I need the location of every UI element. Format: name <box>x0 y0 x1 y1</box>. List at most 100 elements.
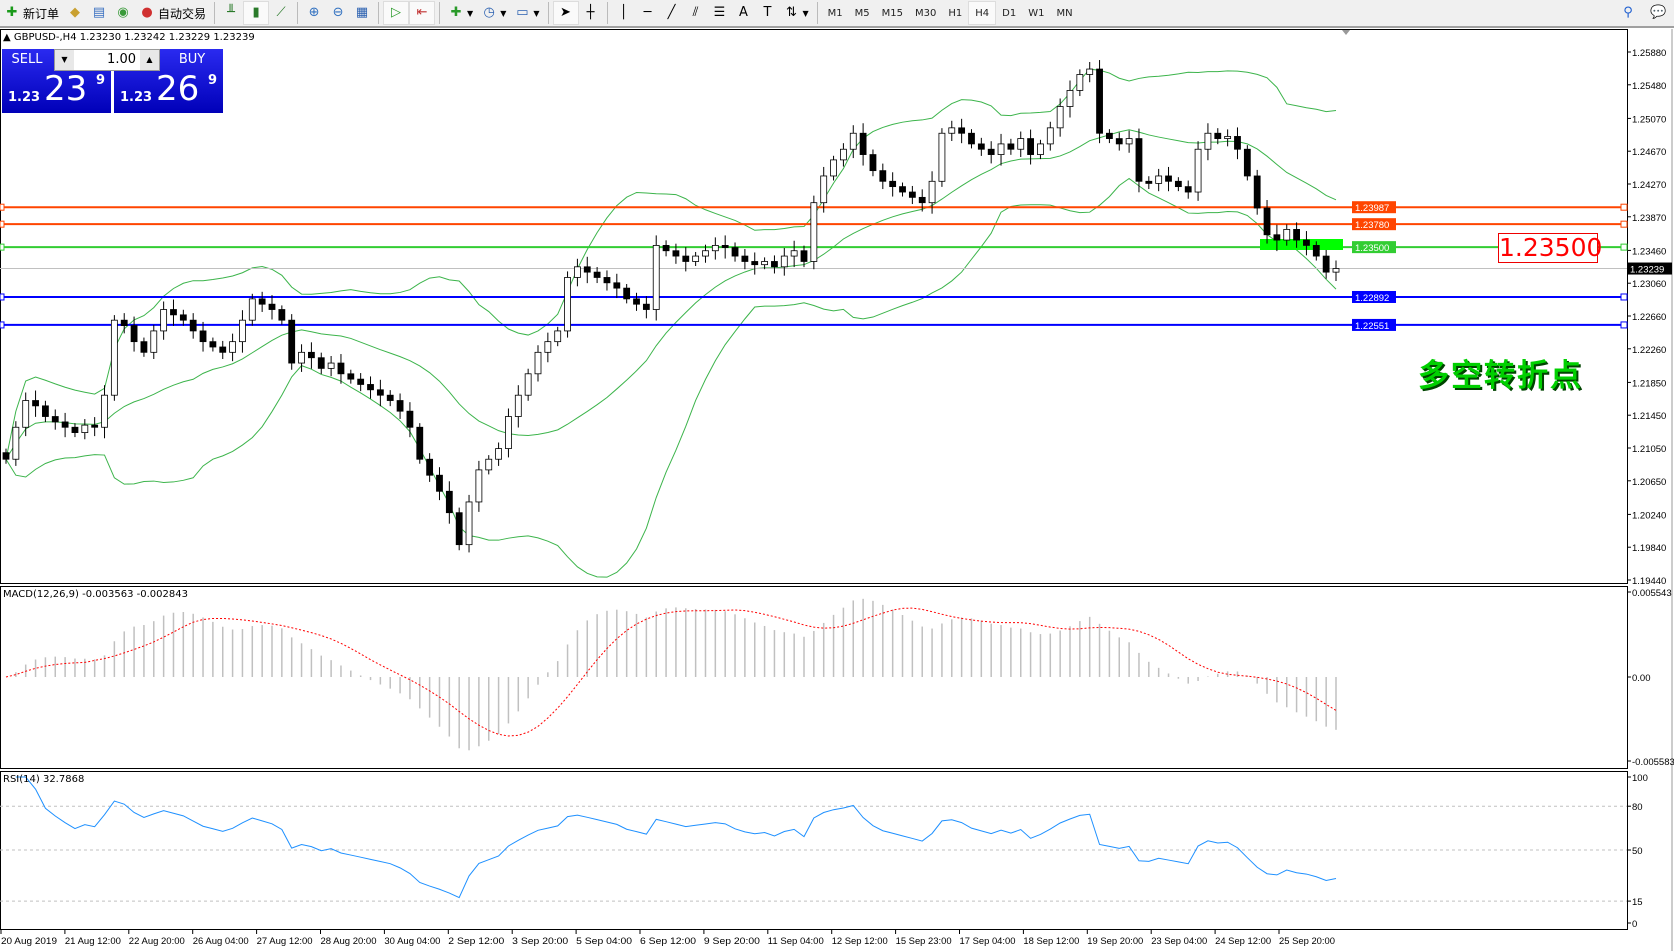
candle <box>1155 175 1163 184</box>
candle <box>968 132 975 145</box>
annotation-text[interactable]: 多空转折点 <box>1418 358 1583 394</box>
zoom-out-button[interactable]: ⊖ <box>326 1 350 25</box>
text-button[interactable]: A <box>732 1 756 25</box>
text-icon: A <box>739 5 748 20</box>
lot-decrease-button[interactable]: ▼ <box>55 50 74 70</box>
candle <box>219 346 227 353</box>
line-handle <box>0 220 5 228</box>
chart-shift-marker-icon <box>1342 30 1350 35</box>
fibonacci-button[interactable]: ☰ <box>708 1 732 25</box>
timeframe-d1[interactable]: D1 <box>1002 7 1017 19</box>
timeframe-m15[interactable]: M15 <box>881 7 904 19</box>
rsi-title: RSI(14) 32.7868 <box>3 774 85 785</box>
dropdown-arrow-icon: ▼ <box>467 8 474 18</box>
time-label: 27 Aug 12:00 <box>257 936 313 947</box>
candle <box>386 394 394 401</box>
trendline-button[interactable]: ╱ <box>660 1 684 25</box>
auto-trading-button[interactable]: ● 自动交易 <box>135 1 210 25</box>
arrows-button[interactable]: ⇅ ▼ <box>780 1 813 25</box>
lot-size-input[interactable]: ▼ 1.00 ▲ <box>54 49 160 71</box>
candle <box>110 319 118 396</box>
hline-price-label: 1.23780 <box>1355 220 1389 231</box>
candle <box>997 143 1005 155</box>
separator <box>378 2 380 24</box>
vertical-line-button[interactable]: │ <box>612 1 636 25</box>
candle <box>416 426 424 460</box>
crosshair-button[interactable]: ┼ <box>579 1 603 25</box>
zoom-in-button[interactable]: ⊕ <box>302 1 326 25</box>
new-order-button[interactable]: ✚ 新订单 <box>0 1 63 25</box>
dropdown-arrow-icon: ▼ <box>802 8 809 18</box>
price-tick-label: 1.23060 <box>1632 279 1666 290</box>
candle <box>1056 106 1064 129</box>
sell-price-sup: 9 <box>96 73 106 88</box>
bar-chart-button[interactable]: ╨ <box>219 1 243 25</box>
line-handle <box>1620 203 1628 211</box>
timeframe-h1[interactable]: H1 <box>948 7 963 19</box>
candle <box>1214 132 1222 139</box>
candle <box>170 309 177 316</box>
terminal-button[interactable]: ▤ <box>87 1 111 25</box>
dropdown-arrow-icon: ▼ <box>533 8 540 18</box>
bar-chart-icon: ╨ <box>227 5 235 20</box>
price-annotation-box[interactable]: 1.23500 <box>1498 233 1603 263</box>
candle <box>514 394 522 417</box>
periods-button[interactable]: ◷ ▼ <box>477 1 510 25</box>
timeframe-m30[interactable]: M30 <box>915 7 937 19</box>
candle-chart-button[interactable]: ▮ <box>243 1 270 25</box>
buy-button[interactable]: BUY 1.23 26 9 <box>114 49 223 113</box>
candle <box>288 319 296 364</box>
timeframe-mn[interactable]: MN <box>1056 7 1073 19</box>
horizontal-line-button[interactable]: ─ <box>636 1 660 25</box>
buy-label: BUY <box>178 52 206 67</box>
time-label: 2 Sep 12:00 <box>448 936 504 947</box>
eraser-icon: ◆ <box>70 5 81 20</box>
candle <box>1086 68 1094 75</box>
candle <box>1253 175 1261 209</box>
lot-increase-button[interactable]: ▲ <box>140 50 159 70</box>
lot-value[interactable]: 1.00 <box>107 52 136 67</box>
indicators-button[interactable]: ✚ ▼ <box>444 1 477 25</box>
candle <box>741 255 749 262</box>
tile-windows-button[interactable]: ▦ <box>350 1 374 25</box>
timeframe-m1[interactable]: M1 <box>827 7 843 19</box>
chart-shift-button[interactable]: ⇤ <box>409 1 436 25</box>
text-label-button[interactable]: T <box>756 1 780 25</box>
equidistant-channel-button[interactable]: ⫽ <box>684 1 708 25</box>
cursor-icon: ➤ <box>560 5 571 20</box>
timeframe-m5[interactable]: M5 <box>854 7 870 19</box>
timeframe-h4[interactable]: H4 <box>968 1 997 25</box>
candle <box>948 127 956 134</box>
candle <box>1096 68 1103 134</box>
rsi-axis-label: 100 <box>1632 773 1648 784</box>
candle <box>120 319 128 326</box>
candle <box>317 357 325 369</box>
candle <box>278 309 286 321</box>
search-icon[interactable]: ⚲ <box>1623 5 1633 20</box>
price-tick-label: 1.25480 <box>1632 81 1666 92</box>
chat-icon[interactable]: 💬 <box>1650 5 1667 20</box>
history-button[interactable]: ◆ <box>63 1 87 25</box>
candle <box>1332 268 1340 273</box>
candle <box>1273 234 1281 241</box>
timeframe-w1[interactable]: W1 <box>1028 7 1045 19</box>
price-tick-label: 1.21450 <box>1632 411 1666 422</box>
cursor-button[interactable]: ➤ <box>552 1 579 25</box>
auto-trading-icon: ● <box>141 5 153 20</box>
candle <box>593 271 601 278</box>
crosshair-icon: ┼ <box>586 5 595 20</box>
autoscroll-button[interactable]: ▷ <box>383 1 410 25</box>
candle <box>42 405 49 417</box>
candle <box>780 255 788 268</box>
candle <box>623 287 631 300</box>
signals-button[interactable]: ◉ <box>111 1 135 25</box>
candle <box>396 400 404 412</box>
line-chart-button[interactable]: ⟋ <box>269 1 293 25</box>
templates-button[interactable]: ▭ ▼ <box>510 1 543 25</box>
candle <box>1145 180 1153 184</box>
clock-icon: ◷ <box>483 5 495 20</box>
candle <box>702 250 709 257</box>
candle <box>1007 143 1015 150</box>
time-label: 20 Aug 2019 <box>1 936 57 947</box>
